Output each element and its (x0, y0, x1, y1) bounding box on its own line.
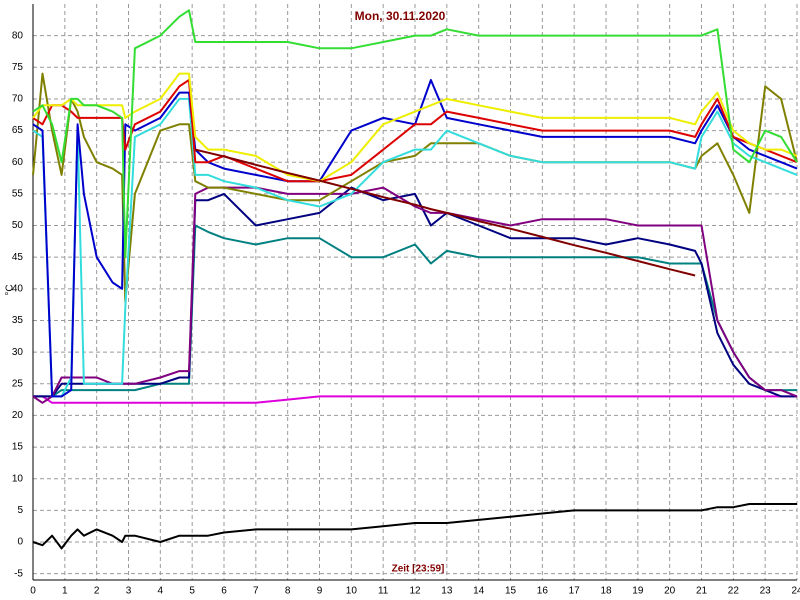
y-tick-label: 50 (12, 220, 24, 231)
y-tick-label: 20 (12, 410, 24, 421)
y-tick-label: 30 (12, 347, 24, 358)
x-tick-label: 12 (409, 586, 421, 597)
y-tick-label: 45 (12, 252, 24, 263)
y-tick-label: 70 (12, 94, 24, 105)
y-tick-label: 75 (12, 62, 24, 73)
x-tick-label: 21 (696, 586, 708, 597)
x-tick-label: 4 (158, 586, 164, 597)
y-tick-label: 40 (12, 283, 24, 294)
x-tick-label: 23 (760, 586, 772, 597)
x-tick-label: 3 (126, 586, 132, 597)
chart-title: Mon, 30.11.2020 (355, 9, 446, 23)
x-axis-label: Zeit [23:59] (392, 564, 445, 575)
y-tick-label: 15 (12, 442, 24, 453)
y-axis-label: °C (5, 284, 16, 295)
x-tick-label: 22 (728, 586, 740, 597)
x-tick-label: 18 (600, 586, 612, 597)
x-tick-label: 24 (791, 586, 800, 597)
x-tick-label: 11 (378, 586, 389, 597)
x-tick-label: 1 (62, 586, 68, 597)
series-line (33, 224, 797, 398)
x-tick-label: 15 (505, 586, 517, 597)
x-tick-label: 17 (569, 586, 581, 597)
x-tick-label: 6 (221, 586, 227, 597)
series-line (32, 503, 797, 550)
y-tick-label: 10 (12, 473, 24, 484)
y-tick-label: 35 (12, 315, 24, 326)
x-tick-label: 10 (346, 586, 358, 597)
x-tick-label: 16 (537, 586, 549, 597)
x-tick-label: 20 (664, 586, 676, 597)
series-line (32, 97, 798, 398)
y-tick-label: 5 (17, 505, 23, 516)
x-tick-label: 5 (189, 586, 195, 597)
y-tick-label: -5 (14, 568, 23, 579)
series-line (195, 148, 696, 277)
series-line (32, 186, 798, 404)
x-tick-label: 13 (441, 586, 453, 597)
y-tick-label: 0 (17, 537, 23, 548)
y-tick-label: 55 (12, 189, 24, 200)
x-tick-label: 8 (285, 586, 291, 597)
y-tick-label: 60 (12, 157, 24, 168)
x-tick-label: 14 (473, 586, 485, 597)
x-tick-label: 9 (317, 586, 323, 597)
series-line (32, 72, 798, 303)
y-tick-label: 80 (12, 30, 24, 41)
x-tick-label: 0 (30, 586, 36, 597)
y-tick-label: 65 (12, 125, 24, 136)
y-tick-label: 25 (12, 378, 24, 389)
series-line (32, 9, 798, 259)
x-tick-label: 7 (253, 586, 259, 597)
x-tick-label: 2 (94, 586, 100, 597)
x-tick-label: 19 (632, 586, 644, 597)
series-line (33, 395, 797, 404)
